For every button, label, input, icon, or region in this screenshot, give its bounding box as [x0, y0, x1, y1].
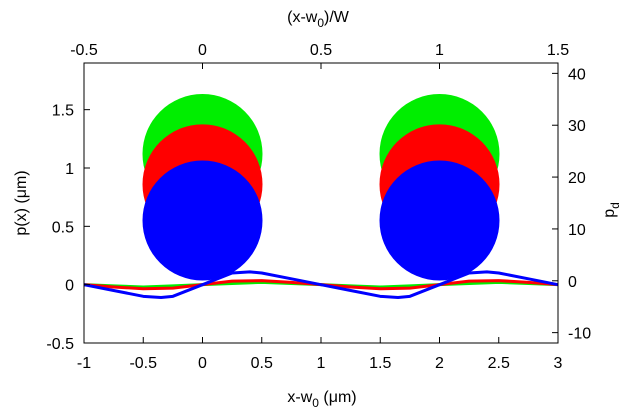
bottom-tick-label: 1.5	[369, 355, 391, 372]
left-tick-label: -0.5	[46, 336, 74, 353]
top-tick-label: 1	[435, 42, 444, 59]
lines-layer	[83, 270, 559, 299]
right-tick-label: 10	[568, 222, 586, 239]
right-tick-label: 40	[568, 66, 586, 83]
data-circle-2	[142, 160, 263, 281]
right-tick-label: -10	[568, 326, 591, 343]
left-tick-label: 1	[65, 161, 74, 178]
bottom-tick-label: 1	[317, 355, 326, 372]
left-tick-label: 0	[65, 278, 74, 295]
top-tick-label: -0.5	[70, 42, 98, 59]
left-axis-label: p(x) (μm)	[13, 170, 30, 235]
series-line-2	[83, 270, 559, 299]
right-tick-label: 30	[568, 118, 586, 135]
top-tick-label: 1.5	[547, 42, 569, 59]
right-tick-label: 0	[568, 274, 577, 291]
bottom-tick-label: -1	[77, 355, 91, 372]
ticks-layer: -1 -0.5 0 0.5 1 1.5 2 2.5 3-0.5 0 0.5 1 1.5-0.500.51…	[46, 42, 591, 372]
left-tick-label: 1.5	[52, 103, 74, 120]
circles-layer	[142, 94, 500, 281]
bottom-tick-label: 3	[554, 355, 563, 372]
bottom-tick-label: 0	[198, 355, 207, 372]
top-tick-label: 0.5	[310, 42, 332, 59]
bottom-tick-label: 2	[435, 355, 444, 372]
bottom-tick-label: 2.5	[488, 355, 510, 372]
bottom-axis-label: x-w0 (μm)	[287, 389, 356, 410]
top-axis-label: (x-w0)/W	[287, 9, 350, 30]
bottom-tick-label: -0.5	[129, 355, 157, 372]
left-tick-label: 0.5	[52, 219, 74, 236]
bottom-tick-label: 0.5	[251, 355, 273, 372]
right-tick-label: 20	[568, 170, 586, 187]
top-tick-label: 0	[198, 42, 207, 59]
data-circle-5	[379, 160, 500, 281]
right-axis-label: pd	[601, 202, 622, 218]
